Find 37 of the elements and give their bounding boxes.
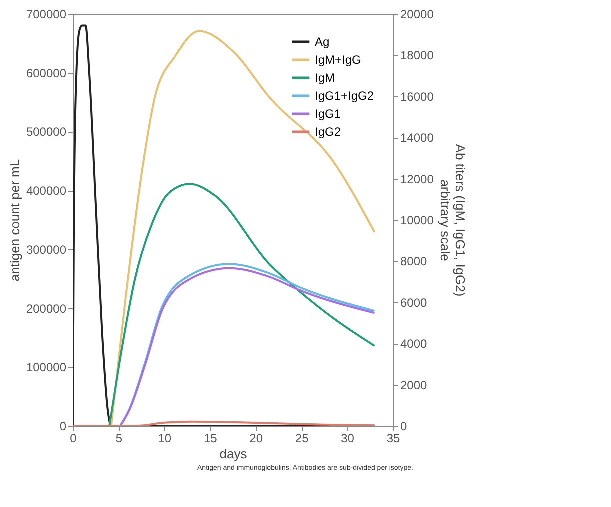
legend-label: IgG1 [315,107,342,121]
x-tick-label: 30 [341,432,355,446]
y2-tick-label: 14000 [400,131,434,146]
y2-tick-label: 12000 [400,172,434,186]
legend-label: IgM+IgG [315,53,362,67]
legend-label: IgG1+IgG2 [315,89,374,103]
y-tick-label: 500000 [26,125,67,140]
y2-tick-label: 16000 [400,90,434,104]
x-tick-label: 20 [250,432,264,446]
y-tick-label: 700000 [26,8,67,22]
x-tick-label: 35 [386,432,400,446]
y2-tick-label: 20000 [400,8,434,22]
y-tick-label: 300000 [26,242,67,257]
y-tick-label: 0 [60,420,67,434]
y-tick-label: 200000 [26,302,67,316]
legend-label: IgM [315,71,336,85]
y2-axis-title: Ab titers (IgM, IgG1, IgG2) arbitrary scale [438,144,468,297]
y-tick-label: 100000 [26,360,67,375]
y-tick-label: 400000 [26,184,67,198]
x-axis-title: days [220,446,248,462]
y-tick-label: 600000 [26,66,67,80]
x-tick-label: 25 [295,432,310,446]
x-tick-label: 0 [70,432,78,446]
y2-tick-label: 10000 [400,214,434,228]
y-axis-title: antigen count per mL [7,159,22,282]
y2-tick-label: 4000 [400,337,428,352]
y2-tick-label: 6000 [400,296,428,310]
y2-tick-label: 0 [400,420,408,434]
y2-tick-label: 8000 [400,254,428,269]
legend-label: IgG2 [315,125,342,139]
x-tick-label: 10 [158,432,172,446]
legend-label: Ag [315,35,330,49]
y2-tick-label: 2000 [400,378,428,392]
line-series [108,183,376,426]
x-tick-label: 5 [116,432,123,446]
y2-tick-label: 18000 [400,48,434,63]
x-tick-label: 15 [204,432,218,446]
